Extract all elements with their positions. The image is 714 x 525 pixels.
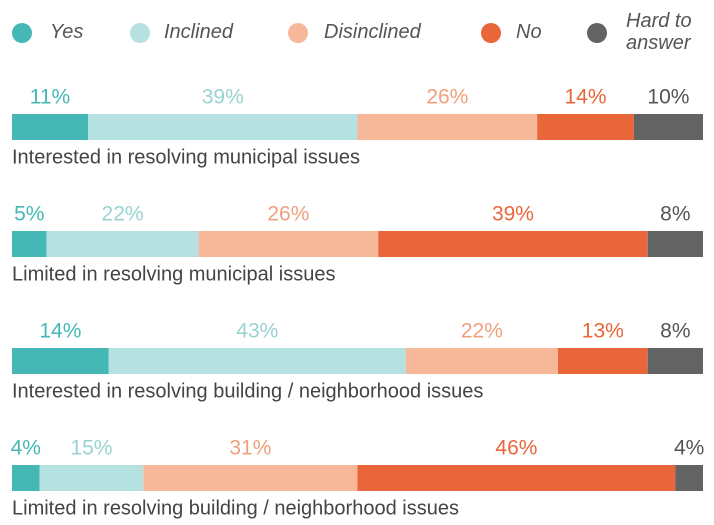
value-label: 26%	[426, 86, 468, 109]
bar-segment	[88, 114, 358, 140]
legend-swatch	[587, 23, 607, 43]
bar-segment	[647, 348, 703, 374]
legend-item: No	[516, 21, 542, 43]
value-label: 15%	[70, 437, 112, 460]
value-label: 39%	[202, 86, 244, 109]
bar-segment	[557, 348, 648, 374]
legend-item: Disinclined	[324, 21, 421, 43]
value-label: 31%	[229, 437, 271, 460]
value-label: 8%	[660, 320, 690, 343]
value-label: 8%	[660, 203, 690, 226]
value-label: 13%	[582, 320, 624, 343]
bar-segment	[12, 348, 109, 374]
bar-segment	[357, 114, 538, 140]
category-label: Interested in resolving municipal issues	[12, 146, 360, 168]
category-label: Limited in resolving municipal issues	[12, 263, 335, 285]
value-label: 4%	[674, 437, 704, 460]
legend-label: Inclined	[164, 21, 233, 43]
legend-label: No	[516, 21, 542, 43]
category-label: Interested in resolving building / neigh…	[12, 380, 483, 402]
legend-label: Yes	[50, 21, 84, 43]
bar-segment	[647, 231, 703, 257]
value-label: 22%	[102, 203, 144, 226]
value-label: 46%	[495, 437, 537, 460]
value-label: 4%	[11, 437, 41, 460]
value-label: 43%	[236, 320, 278, 343]
bar-segment	[143, 465, 358, 491]
bar-segment	[46, 231, 199, 257]
value-label: 11%	[30, 86, 70, 109]
bar-segment	[633, 114, 703, 140]
legend-label: Hard to answer	[626, 10, 692, 54]
legend-label: Disinclined	[324, 21, 421, 43]
value-label: 10%	[647, 86, 689, 109]
value-label: 39%	[492, 203, 534, 226]
bar-segment	[12, 114, 89, 140]
bar-segment	[675, 465, 703, 491]
bar-segment	[12, 465, 40, 491]
category-label: Limited in resolving building / neighbor…	[12, 497, 459, 519]
legend-swatch	[288, 23, 308, 43]
bar-segment	[198, 231, 379, 257]
bar-segment	[405, 348, 558, 374]
value-label: 14%	[565, 86, 607, 109]
bar-segment	[357, 465, 676, 491]
value-label: 14%	[39, 320, 81, 343]
value-label: 5%	[14, 203, 44, 226]
bar-segment	[108, 348, 406, 374]
legend-swatch	[130, 23, 150, 43]
value-label: 22%	[461, 320, 503, 343]
legend-swatch	[481, 23, 501, 43]
bar-segment	[39, 465, 144, 491]
legend-swatch	[12, 23, 32, 43]
legend-item: Hard to answer	[626, 10, 692, 54]
value-label: 26%	[267, 203, 309, 226]
bar-segment	[12, 231, 47, 257]
legend-item: Yes	[50, 21, 84, 43]
legend-item: Inclined	[164, 21, 233, 43]
bar-segment	[537, 114, 634, 140]
bar-segment	[378, 231, 648, 257]
